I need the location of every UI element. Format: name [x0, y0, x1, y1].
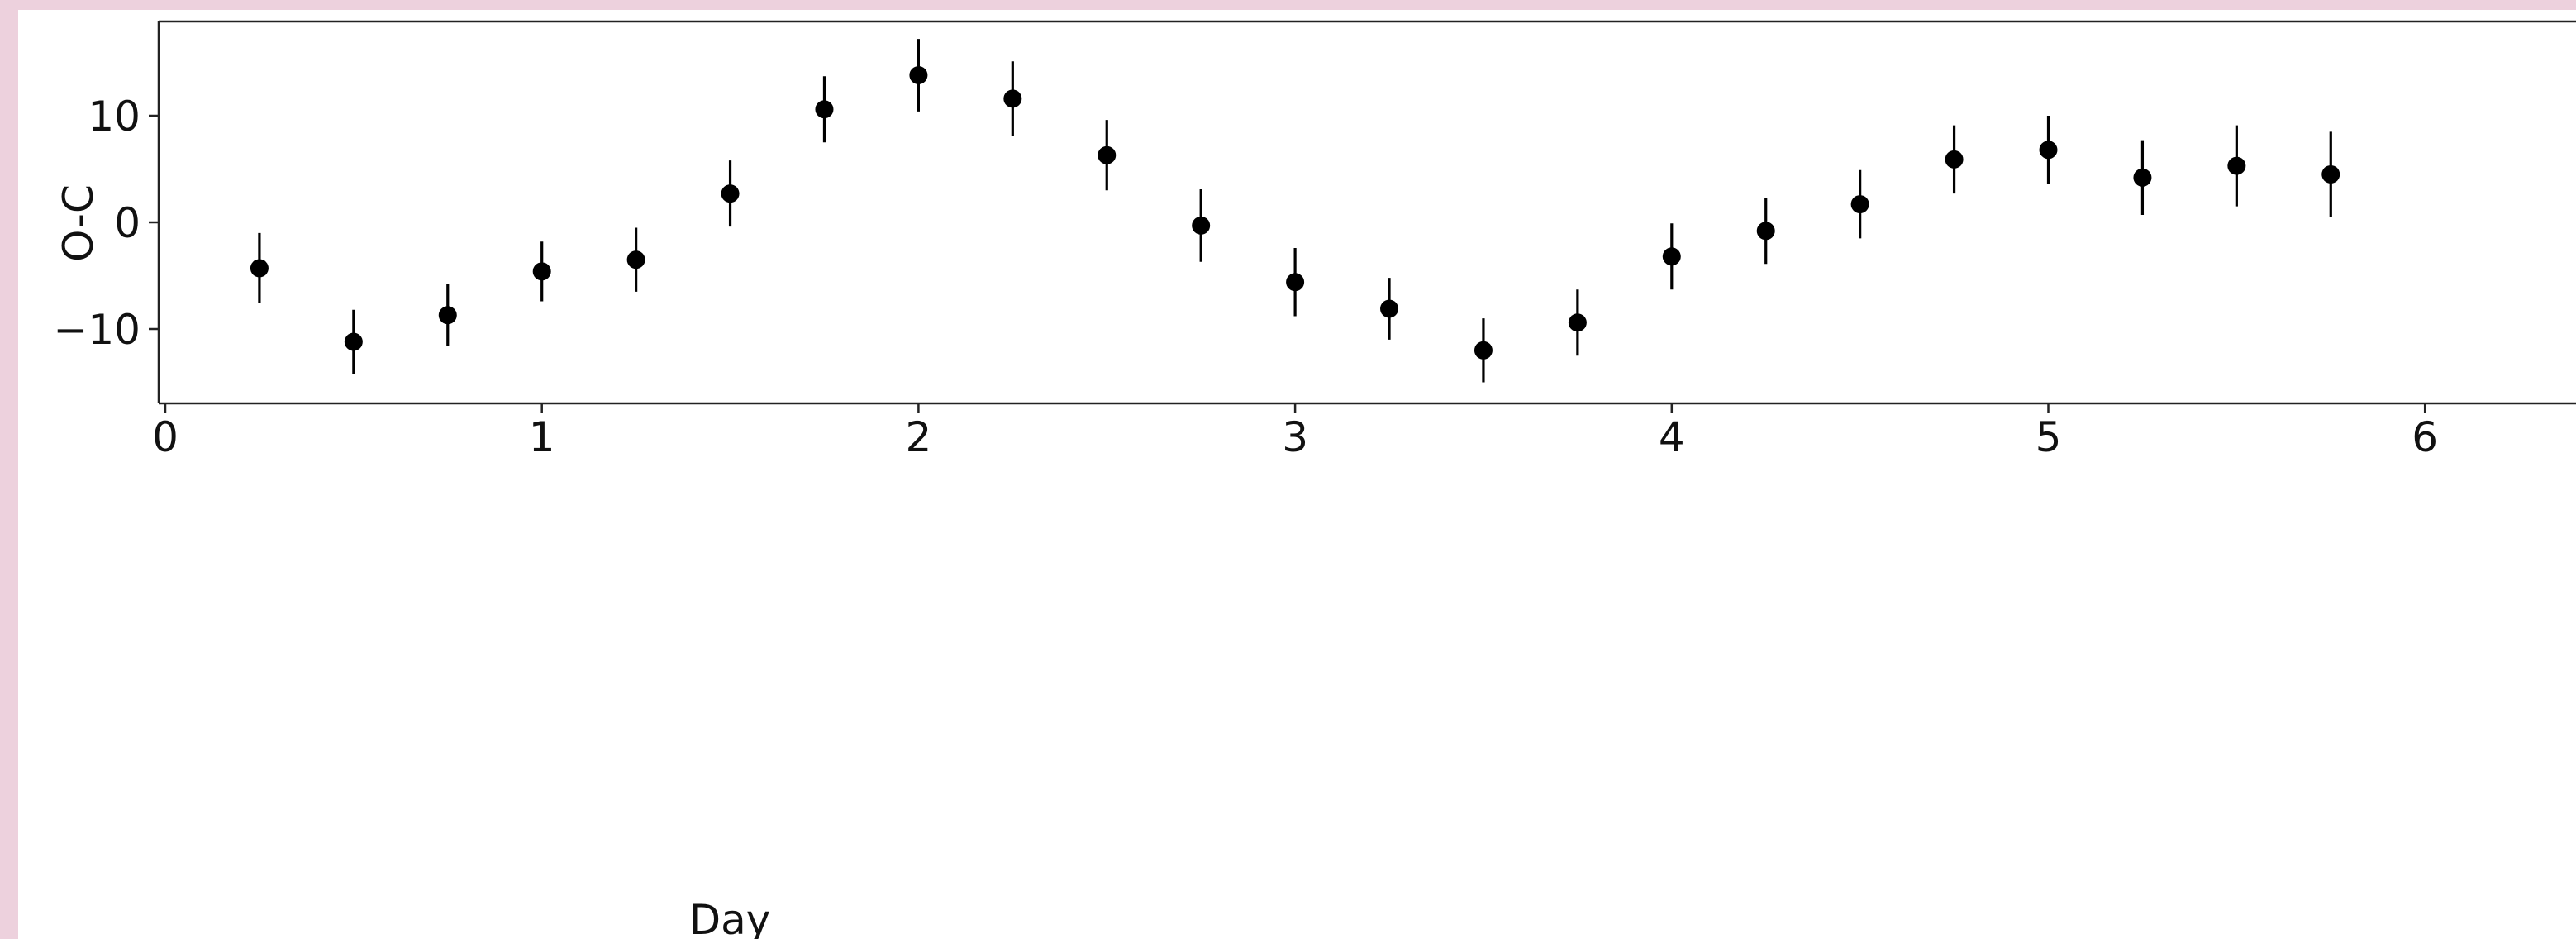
data-point [2039, 141, 2058, 160]
data-point [532, 262, 551, 281]
x-tick-label: 2 [905, 413, 931, 461]
x-tick-label: 0 [152, 413, 179, 461]
data-point [1286, 273, 1305, 292]
data-point [2133, 168, 2152, 187]
data-point [909, 65, 928, 84]
y-axis-label: O-C [55, 184, 102, 262]
oc-scatter-chart: 0 1 2 3 4 5 6 −10 0 10 Day O-C [53, 20, 2576, 939]
x-tick-label: 1 [529, 413, 555, 461]
x-axis-label: Day [689, 896, 771, 939]
data-point [721, 184, 740, 203]
data-point [1568, 313, 1587, 332]
y-tick-label: −10 [53, 306, 140, 354]
x-tick-label: 3 [1282, 413, 1308, 461]
figure-panel: 0 1 2 3 4 5 6 −10 0 10 Day O-C [18, 10, 2576, 939]
data-point [1850, 195, 1869, 214]
x-tick-label: 5 [2036, 413, 2062, 461]
data-point [626, 250, 645, 269]
data-point [1192, 216, 1211, 235]
data-point [1003, 89, 1022, 108]
data-point [1662, 247, 1681, 266]
data-point [1380, 299, 1399, 318]
plot-area [159, 21, 2576, 403]
y-tick-label: 0 [114, 199, 140, 247]
data-point [2321, 164, 2340, 184]
data-marks [250, 39, 2340, 383]
data-point [344, 332, 363, 351]
axes: 0 1 2 3 4 5 6 −10 0 10 [53, 20, 2576, 461]
data-point [250, 259, 269, 278]
data-point [1945, 150, 1964, 169]
x-tick-label: 6 [2412, 413, 2438, 461]
x-tick-label: 4 [1659, 413, 1685, 461]
data-point [1098, 145, 1117, 164]
data-point [1474, 341, 1493, 360]
data-point [815, 100, 834, 119]
data-point [438, 306, 457, 325]
data-point [1756, 222, 1775, 241]
data-point [2227, 156, 2246, 175]
y-tick-label: 10 [88, 93, 140, 141]
